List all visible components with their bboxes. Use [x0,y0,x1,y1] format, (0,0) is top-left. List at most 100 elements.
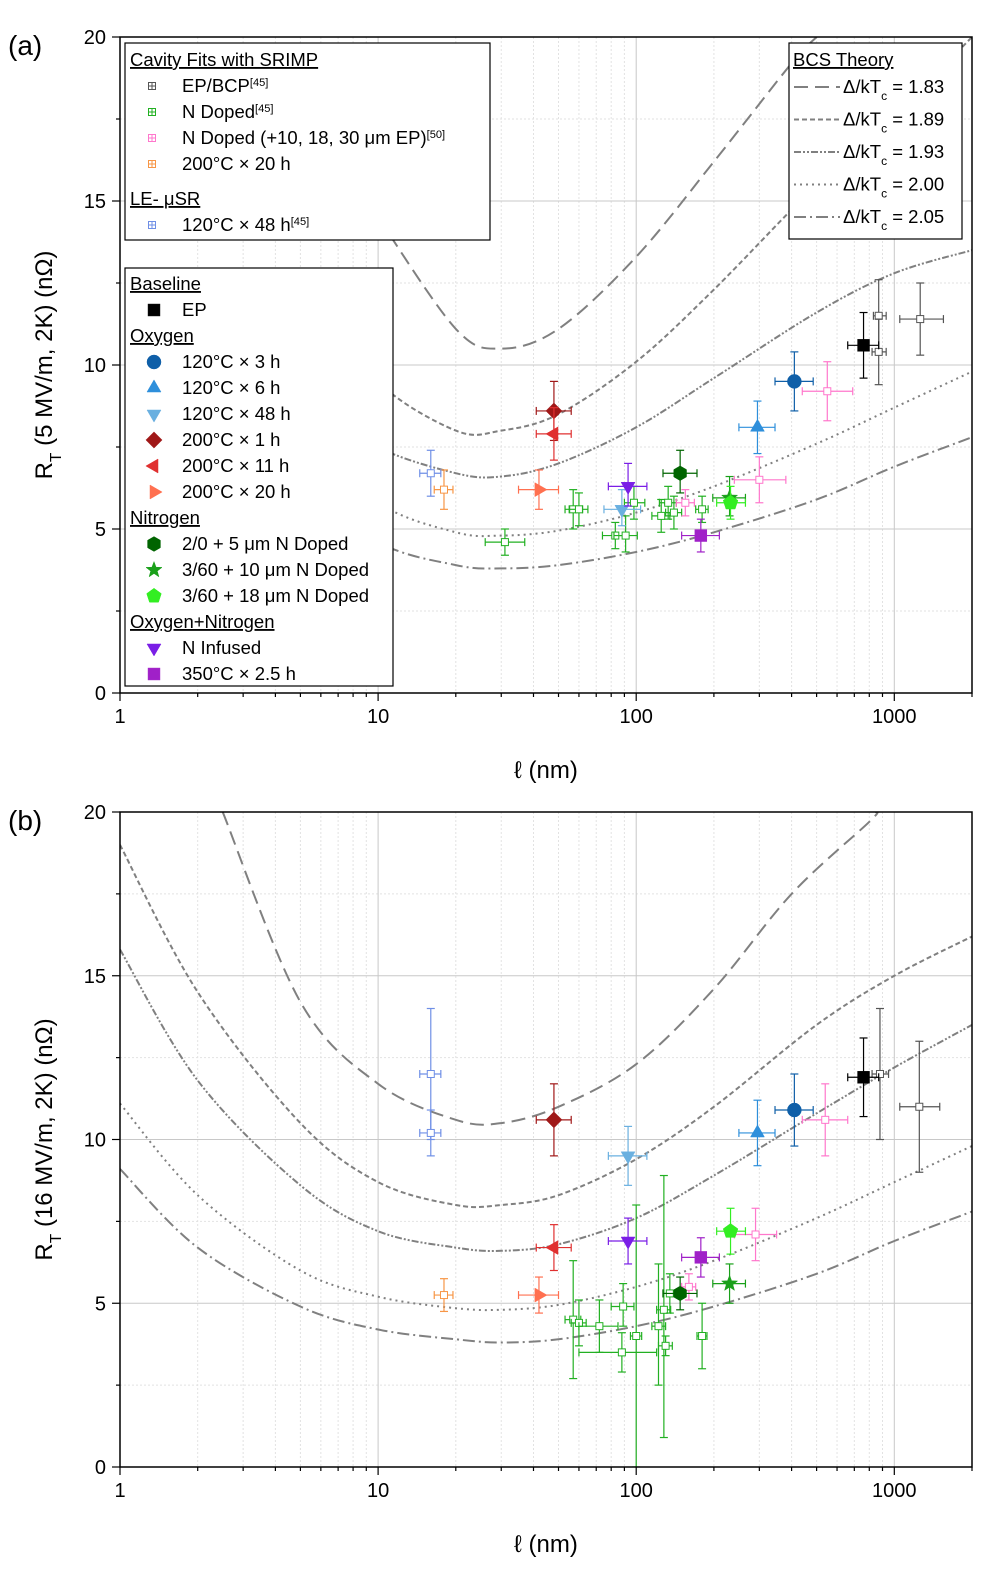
point-n-doped [633,1333,640,1340]
legend-item-label: EP [182,299,207,320]
point-ninf [621,1237,635,1249]
y-tick-label: 0 [95,1457,106,1479]
data-points [420,280,944,556]
point-n-doped-ep [822,1116,829,1123]
legend-item-label: 120°C × 3 h [182,351,280,372]
legend-item-label: 350°C × 2.5 h [182,663,296,684]
point-n-doped [655,1323,662,1330]
y-axis-label: RT (5 MV/m, 2K) (nΩ) [31,251,65,480]
legend-group-title: Oxygen+Nitrogen [130,611,275,632]
point-lesr [427,1129,434,1136]
point-n-doped-ep [752,1231,759,1238]
point-o200-1h [546,1112,562,1128]
legend-group-title: Oxygen [130,325,194,346]
point-ep [858,1071,870,1083]
legend-item-label: 120°C × 48 h[45] [182,214,309,235]
grid [120,812,972,1467]
legend-item-label: 200°C × 20 h [182,481,291,502]
bcs-curve-2 [120,845,972,1207]
data-points [420,1009,940,1468]
point-n-doped [596,1323,603,1330]
y-tick-label: 20 [84,802,106,824]
point-n-doped [699,1333,706,1340]
legend-marker [148,304,160,316]
point-o3h [787,374,801,388]
y-tick-label: 15 [84,191,106,213]
point-n-doped [665,499,672,506]
point-n20 [674,1286,687,1301]
x-tick-label: 1000 [872,706,917,728]
point-o200-20h [535,483,547,497]
legend-item-label: N Infused [182,637,261,658]
panel-label: (a) [8,30,42,61]
x-tick-label: 1000 [872,1480,917,1502]
y-axis-label: RT (16 MV/m, 2K) (nΩ) [31,1018,65,1260]
point-o350 [695,1251,707,1263]
point-n-doped [630,499,637,506]
legend-item-label: 120°C × 6 h [182,377,280,398]
point-n-doped-ep [824,388,831,395]
y-tick-label: 5 [95,1293,106,1315]
x-tick-label: 1 [114,706,125,728]
point-o200-11h [546,1241,558,1255]
point-ep-bcp [875,312,882,319]
y-tick-label: 10 [84,355,106,377]
legend-group-title: Baseline [130,273,201,294]
legend-group-title: Nitrogen [130,507,200,528]
legend-srimp: Cavity Fits with SRIMPEP/BCP[45]N Doped[… [125,43,490,240]
point-ep-bcp [916,1103,923,1110]
point-n-doped [660,1306,667,1313]
bcs-curve-4 [120,1104,972,1311]
legend-item-label: 2/0 + 5 μm N Doped [182,533,348,554]
x-tick-label: 1 [114,1480,125,1502]
legend-item-label: 200°C × 11 h [182,455,289,476]
point-n-doped-ep [682,499,689,506]
point-n-doped [501,539,508,546]
legend-item-label: 200°C × 1 h [182,429,280,450]
legend-item-label: 120°C × 48 h [182,403,291,424]
point-n-doped [699,506,706,513]
point-n-doped [622,532,629,539]
point-o6h [751,419,765,431]
point-o200-20h [535,1288,547,1302]
legend-marker [147,355,161,369]
point-n-doped-ep [756,476,763,483]
point-n-doped [658,512,665,519]
y-tick-label: 10 [84,1130,106,1152]
x-tick-label: 100 [620,1480,653,1502]
legend-item-label: 3/60 + 18 μm N Doped [182,585,369,606]
point-n-doped-ep [685,1283,692,1290]
point-n20 [674,466,687,481]
point-lesr [427,1071,434,1078]
bcs-curve-3 [120,950,972,1252]
ticks [112,812,972,1475]
y-tick-label: 5 [95,519,106,541]
legend-title: LE- μSR [130,188,200,209]
point-n-doped [618,1349,625,1356]
x-axis-label: ℓ (nm) [514,1531,578,1558]
panel-label: (b) [8,805,42,836]
error-bar [579,1333,657,1372]
legend-bcs: BCS Theory Δ/kTc = 1.83 Δ/kTc = 1.89 Δ/kTc … [789,43,962,239]
legend-item-label: N Doped (+10, 18, 30 μm EP)[50] [182,127,445,148]
point-ep-bcp [875,348,882,355]
point-c200-20h-srimp [440,1292,447,1299]
point-n-doped [575,506,582,513]
point-ninf [621,482,635,494]
point-n-doped [662,1342,669,1349]
x-tick-label: 100 [620,706,653,728]
x-tick-label: 10 [367,706,389,728]
legend-title: BCS Theory [793,49,894,70]
point-o3h [787,1103,801,1117]
legend-item-label: 3/60 + 10 μm N Doped [182,559,369,580]
legend-samples: Baseline EP Oxygen 120°C × 3 h 120°C × 6 h 12… [125,268,393,686]
point-n-doped [670,509,677,516]
legend-title: Cavity Fits with SRIMP [130,49,318,70]
bcs-curve-5 [120,1169,972,1343]
y-tick-label: 20 [84,27,106,49]
point-o200-11h [546,427,558,441]
point-ep-bcp [876,1071,883,1078]
chart-panel-b: 1 10 100 1000 0 5 10 15 20 (b) ℓ (nm) RT (16 MV/m, … [8,802,972,1558]
point-lesr [427,470,434,477]
point-o350 [695,530,707,542]
